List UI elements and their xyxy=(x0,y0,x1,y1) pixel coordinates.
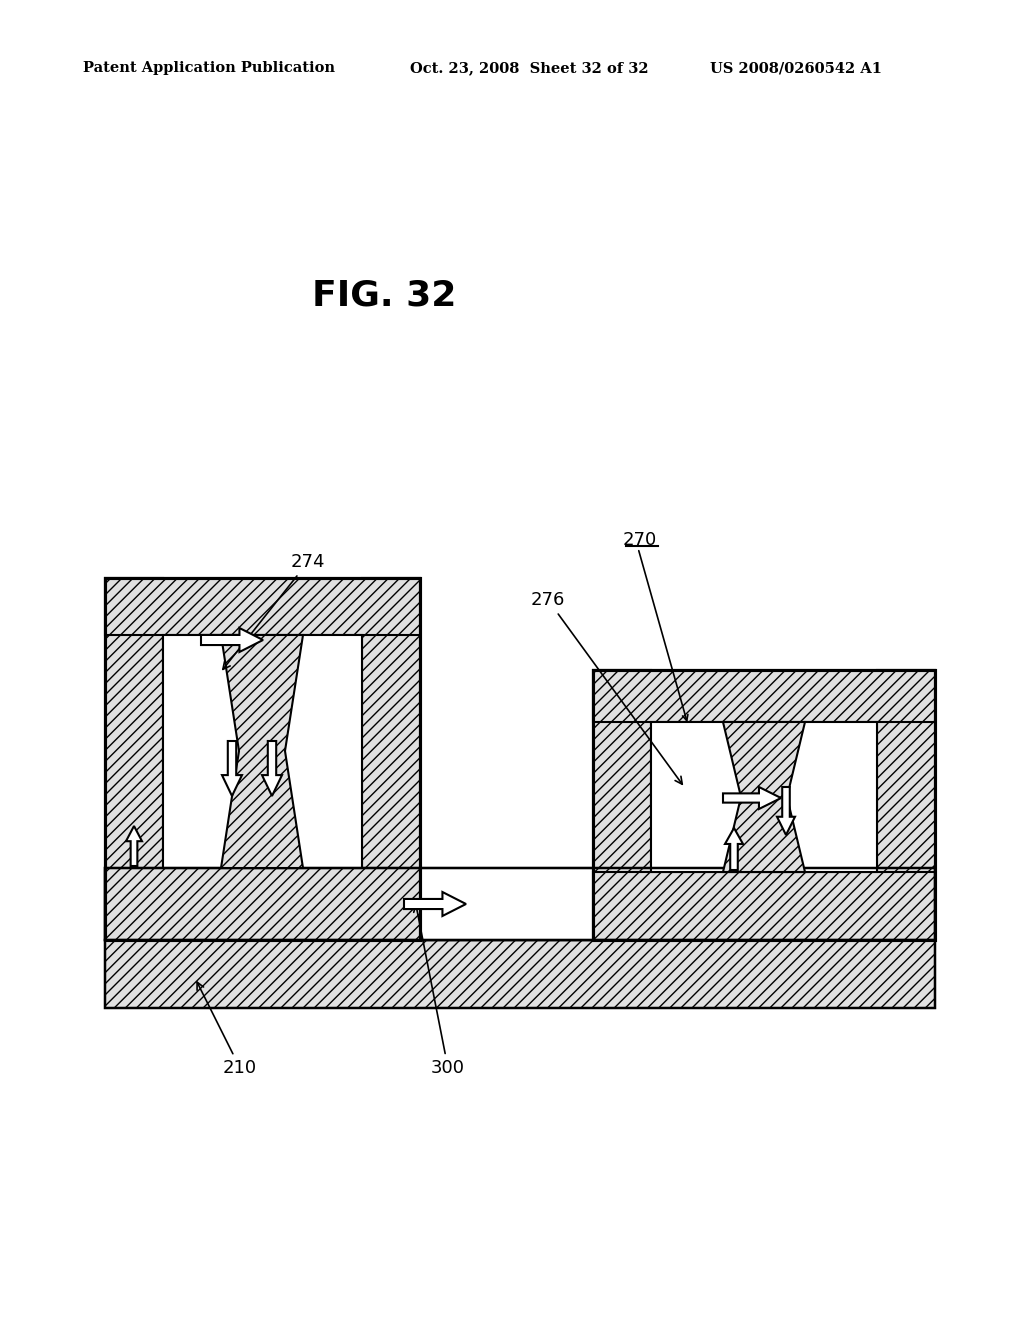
Text: Oct. 23, 2008  Sheet 32 of 32: Oct. 23, 2008 Sheet 32 of 32 xyxy=(410,61,648,75)
Bar xyxy=(700,869,935,940)
Bar xyxy=(593,671,935,722)
Polygon shape xyxy=(201,628,263,652)
Polygon shape xyxy=(404,892,466,916)
Text: FIG. 32: FIG. 32 xyxy=(312,279,457,312)
Bar xyxy=(105,869,280,940)
Bar xyxy=(877,671,935,940)
Bar xyxy=(105,940,935,1008)
Bar xyxy=(593,873,935,940)
Text: 210: 210 xyxy=(197,982,257,1077)
Polygon shape xyxy=(222,741,242,796)
Bar xyxy=(593,671,935,940)
Polygon shape xyxy=(777,787,795,836)
Text: US 2008/0260542 A1: US 2008/0260542 A1 xyxy=(710,61,882,75)
Bar xyxy=(105,578,163,940)
Text: 300: 300 xyxy=(414,904,465,1077)
Polygon shape xyxy=(221,635,303,869)
Bar xyxy=(105,578,420,940)
Bar xyxy=(280,869,700,940)
Text: 276: 276 xyxy=(530,591,682,784)
Text: Patent Application Publication: Patent Application Publication xyxy=(83,61,335,75)
Bar xyxy=(593,671,651,940)
Polygon shape xyxy=(262,741,282,796)
Text: 270: 270 xyxy=(623,531,657,549)
Bar xyxy=(163,635,362,869)
Bar xyxy=(651,722,877,873)
Bar xyxy=(105,578,420,635)
Polygon shape xyxy=(723,787,781,809)
Bar xyxy=(362,578,420,940)
Bar xyxy=(105,869,935,940)
Polygon shape xyxy=(723,722,805,873)
Polygon shape xyxy=(126,826,142,866)
Polygon shape xyxy=(725,828,743,870)
Bar xyxy=(105,869,420,940)
Text: 274: 274 xyxy=(223,553,326,669)
